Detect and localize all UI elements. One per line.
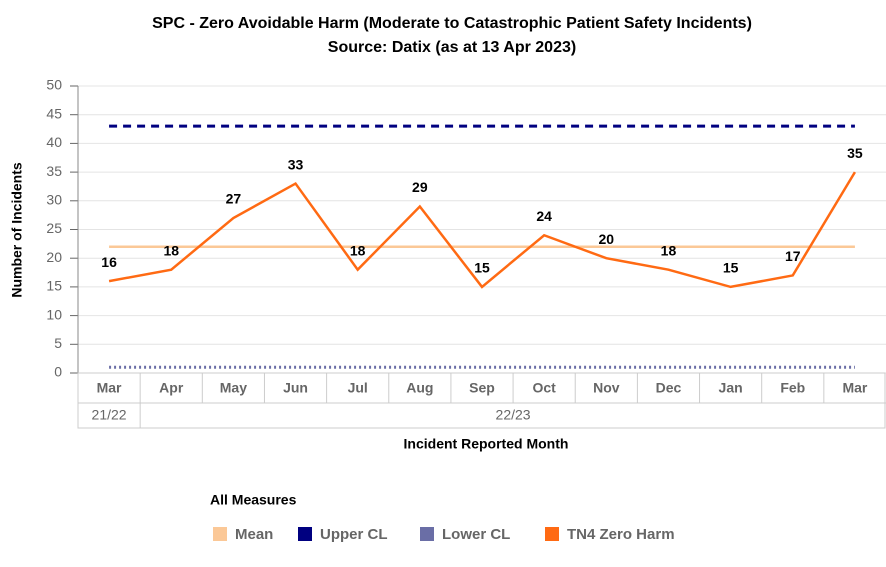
x-tick-label: Nov <box>593 380 620 396</box>
x-tick-label: May <box>220 380 247 396</box>
data-label: 33 <box>288 156 304 172</box>
x-tick-label: Oct <box>532 380 556 396</box>
y-tick-label: 10 <box>46 306 62 322</box>
legend-swatch <box>298 527 312 541</box>
x-tick-label: Dec <box>656 380 682 396</box>
data-label: 27 <box>226 191 242 207</box>
x-tick-label: Aug <box>406 380 433 396</box>
legend-swatch <box>213 527 227 541</box>
data-label: 24 <box>536 208 552 224</box>
legend-label: Lower CL <box>442 526 510 543</box>
y-tick-label: 15 <box>46 278 62 294</box>
x-tick-label: Sep <box>469 380 495 396</box>
x-axis-title: Incident Reported Month <box>404 436 569 452</box>
y-tick-label: 0 <box>54 364 62 380</box>
x-tick-label: Jun <box>283 380 308 396</box>
y-axis-title: Number of Incidents <box>9 162 25 298</box>
y-tick-label: 40 <box>46 134 62 150</box>
y-tick-label: 5 <box>54 335 62 351</box>
data-label: 18 <box>163 242 179 258</box>
x-tick-label: Jan <box>719 380 743 396</box>
x-axis-box <box>77 372 886 429</box>
y-tick-label: 50 <box>46 77 62 93</box>
y-tick-label: 20 <box>46 249 62 265</box>
y-tick-label: 35 <box>46 163 62 179</box>
x-tick-label: Feb <box>780 380 805 396</box>
x-group-label: 21/22 <box>92 407 127 423</box>
chart-title: SPC - Zero Avoidable Harm (Moderate to C… <box>152 15 752 32</box>
x-group-label: 22/23 <box>496 407 531 423</box>
legend-label: Mean <box>235 526 273 543</box>
x-tick-label: Mar <box>97 380 122 396</box>
y-tick-label: 45 <box>46 105 62 121</box>
chart-subtitle: Source: Datix (as at 13 Apr 2023) <box>328 39 576 56</box>
data-label: 15 <box>474 260 490 276</box>
x-tick-label: Mar <box>842 380 867 396</box>
legend-swatch <box>420 527 434 541</box>
legend-label: Upper CL <box>320 526 388 543</box>
data-label: 35 <box>847 145 863 161</box>
legend-label: TN4 Zero Harm <box>567 526 675 543</box>
data-label: 15 <box>723 260 739 276</box>
data-label: 18 <box>350 242 366 258</box>
data-label: 20 <box>599 231 615 247</box>
y-tick-label: 30 <box>46 192 62 208</box>
legend-title: All Measures <box>210 492 297 508</box>
data-label: 17 <box>785 248 801 264</box>
series-line <box>108 171 856 289</box>
data-label: 16 <box>101 254 117 270</box>
x-tick-label: Jul <box>348 380 368 396</box>
x-tick-label: Apr <box>159 380 184 396</box>
data-label: 18 <box>661 242 677 258</box>
legend-swatch <box>545 527 559 541</box>
data-label: 29 <box>412 179 428 195</box>
y-tick-label: 25 <box>46 220 62 236</box>
